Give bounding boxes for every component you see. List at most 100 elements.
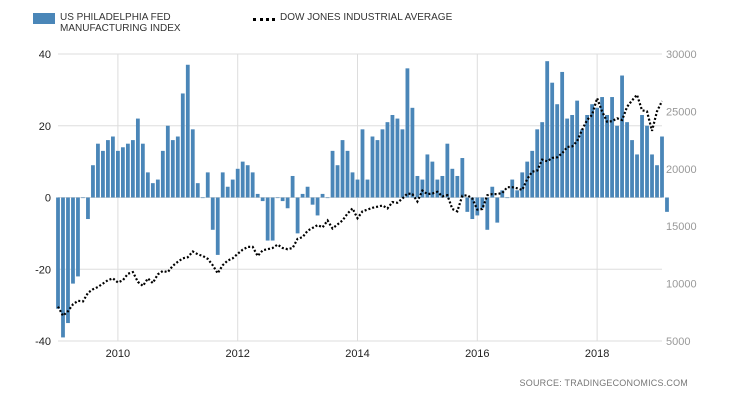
bar-philadelphia-fed: [615, 125, 619, 198]
bar-philadelphia-fed: [635, 154, 639, 198]
bar-philadelphia-fed: [385, 122, 390, 198]
bar-philadelphia-fed: [535, 129, 540, 198]
bar-philadelphia-fed: [270, 197, 275, 241]
bar-philadelphia-fed: [505, 197, 510, 199]
bar-philadelphia-fed: [295, 197, 300, 234]
bar-philadelphia-fed: [190, 129, 195, 198]
bar-philadelphia-fed: [185, 64, 190, 198]
left-axis-tick-label: -40: [35, 336, 51, 348]
bar-philadelphia-fed: [585, 114, 590, 198]
source-label: SOURCE: TRADINGECONOMICS.COM: [519, 378, 688, 388]
bar-philadelphia-fed: [650, 154, 654, 198]
bar-philadelphia-fed: [520, 172, 525, 198]
bar-philadelphia-fed: [475, 197, 480, 216]
line-dow-jones: [57, 92, 663, 318]
left-axis-tick-label: 20: [39, 121, 51, 133]
bar-philadelphia-fed: [625, 122, 629, 198]
bar-philadelphia-fed: [500, 190, 505, 198]
bar-philadelphia-fed: [165, 125, 170, 198]
bar-philadelphia-fed: [240, 161, 245, 198]
bar-philadelphia-fed: [66, 197, 70, 324]
bar-philadelphia-fed: [106, 140, 110, 198]
bar-philadelphia-fed: [570, 114, 575, 198]
bar-philadelphia-fed: [96, 143, 100, 198]
bar-philadelphia-fed: [450, 168, 455, 198]
bar-philadelphia-fed: [365, 179, 370, 198]
bar-philadelphia-fed: [645, 125, 649, 198]
bar-philadelphia-fed: [355, 179, 360, 198]
bar-philadelphia-fed: [640, 114, 644, 198]
bar-philadelphia-fed: [255, 193, 260, 198]
legend-line-swatch: [253, 18, 275, 21]
bar-philadelphia-fed: [460, 158, 465, 198]
bar-philadelphia-fed: [375, 140, 380, 198]
bar-philadelphia-fed: [465, 197, 470, 212]
bar-philadelphia-fed: [235, 168, 240, 198]
bar-philadelphia-fed: [610, 97, 614, 198]
bar-philadelphia-fed: [225, 186, 230, 198]
bar-philadelphia-fed: [445, 143, 450, 198]
bar-philadelphia-fed: [350, 172, 355, 198]
right-axis-tick-label: 30000: [666, 49, 697, 61]
bar-philadelphia-fed: [660, 136, 664, 198]
bar-philadelphia-fed: [575, 100, 580, 198]
bar-philadelphia-fed: [430, 161, 435, 198]
left-axis-tick-label: -20: [35, 264, 51, 276]
bar-philadelphia-fed: [195, 183, 200, 198]
bar-philadelphia-fed: [435, 179, 440, 198]
x-axis-tick-label: 2016: [465, 348, 489, 360]
bar-philadelphia-fed: [380, 129, 385, 198]
bar-philadelphia-fed: [215, 197, 220, 255]
bar-philadelphia-fed: [81, 197, 85, 199]
bar-philadelphia-fed: [595, 107, 600, 198]
bar-philadelphia-fed: [260, 197, 265, 202]
bar-philadelphia-fed: [440, 175, 445, 198]
bar-philadelphia-fed: [145, 172, 150, 198]
bar-philadelphia-fed: [405, 68, 410, 198]
x-axis-tick-label: 2010: [106, 348, 130, 360]
bar-philadelphia-fed: [370, 136, 375, 198]
bar-philadelphia-fed: [200, 197, 205, 199]
bar-philadelphia-fed: [160, 150, 165, 198]
bar-philadelphia-fed: [205, 172, 210, 198]
legend-item-dow-jones[interactable]: DOW JONES INDUSTRIAL AVERAGE: [253, 12, 500, 23]
bar-philadelphia-fed: [170, 140, 175, 198]
x-axis-tick-label: 2012: [225, 348, 249, 360]
bar-philadelphia-fed: [285, 197, 290, 209]
bar-philadelphia-fed: [330, 150, 335, 198]
bar-philadelphia-fed: [305, 186, 310, 198]
bar-philadelphia-fed: [116, 150, 120, 198]
legend-label-philadelphia-fed: US PHILADELPHIA FED MANUFACTURING INDEX: [60, 12, 181, 34]
bar-philadelphia-fed: [420, 179, 425, 198]
bar-philadelphia-fed: [265, 197, 270, 241]
bar-philadelphia-fed: [425, 154, 430, 198]
bar-philadelphia-fed: [580, 129, 585, 198]
bar-philadelphia-fed: [120, 147, 125, 198]
bar-philadelphia-fed: [86, 197, 90, 220]
bar-philadelphia-fed: [175, 136, 180, 198]
bar-philadelphia-fed: [480, 197, 485, 209]
bar-philadelphia-fed: [230, 179, 235, 198]
bar-philadelphia-fed: [560, 71, 565, 198]
bar-philadelphia-fed: [111, 136, 115, 198]
left-axis-tick-label: 0: [45, 193, 51, 205]
bar-philadelphia-fed: [530, 150, 535, 198]
legend-item-philadelphia-fed[interactable]: US PHILADELPHIA FED MANUFACTURING INDEX: [33, 12, 235, 34]
bar-philadelphia-fed: [485, 197, 490, 230]
right-axis-tick-label: 20000: [666, 164, 697, 176]
legend-label-dow-jones: DOW JONES INDUSTRIAL AVERAGE: [280, 12, 453, 23]
bar-philadelphia-fed: [325, 197, 330, 199]
bar-philadelphia-fed: [565, 118, 570, 198]
bar-philadelphia-fed: [510, 179, 515, 198]
bar-philadelphia-fed: [245, 165, 250, 198]
bar-philadelphia-fed: [180, 93, 185, 198]
bar-philadelphia-fed: [275, 197, 280, 199]
bar-philadelphia-fed: [76, 197, 80, 277]
bar-philadelphia-fed: [320, 193, 325, 198]
bar-philadelphia-fed: [345, 150, 350, 198]
bar-philadelphia-fed: [300, 193, 305, 198]
bar-philadelphia-fed: [515, 190, 520, 198]
right-axis-tick-label: 10000: [666, 279, 697, 291]
bar-philadelphia-fed: [600, 97, 604, 198]
